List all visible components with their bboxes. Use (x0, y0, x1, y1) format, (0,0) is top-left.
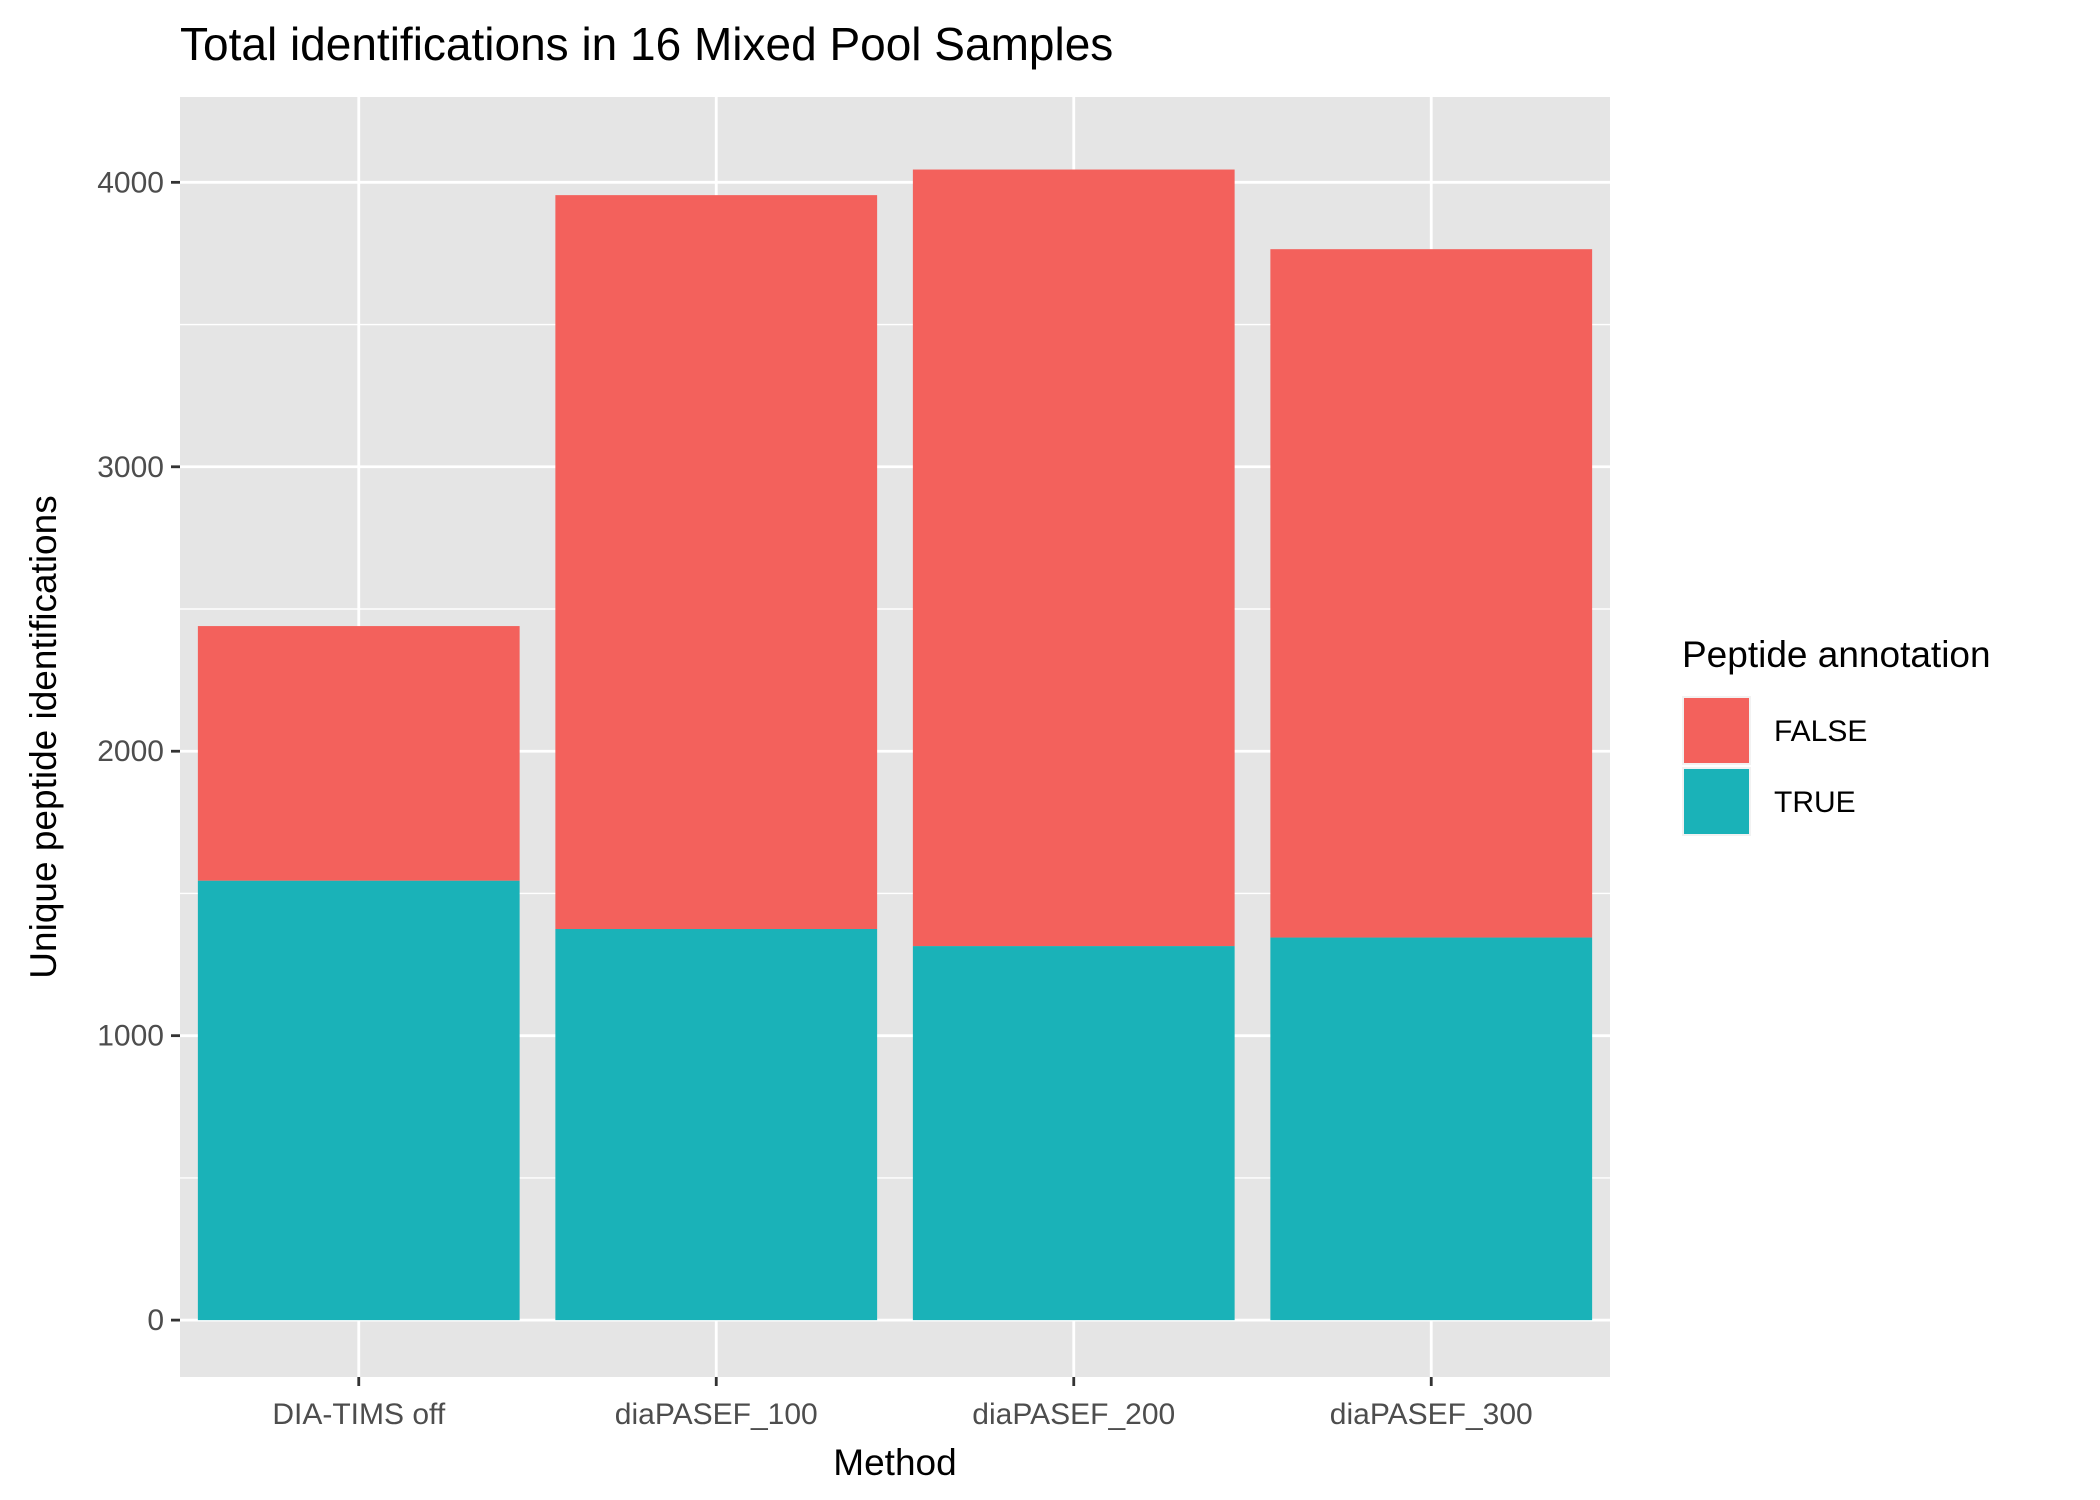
chart-title: Total identifications in 16 Mixed Pool S… (180, 18, 1113, 70)
legend-title: Peptide annotation (1682, 634, 1991, 675)
bars (197, 169, 1593, 1321)
x-tick-label: diaPASEF_300 (1330, 1398, 1533, 1431)
x-tick-label: diaPASEF_100 (615, 1398, 818, 1431)
bar-false-3 (912, 169, 1235, 947)
y-tick-label: 3000 (97, 451, 164, 484)
x-tick-label: diaPASEF_200 (972, 1398, 1175, 1431)
x-tick-label: DIA-TIMS off (272, 1398, 445, 1431)
axes: 0 1000 2000 3000 4000 DIA-TIMS off diaPASEF_10… (97, 166, 1532, 1431)
y-axis-title: Unique peptide identifications (23, 495, 64, 978)
y-tick-label: 4000 (97, 166, 164, 199)
bar-false-4 (1270, 249, 1593, 938)
y-tick-label: 0 (147, 1304, 164, 1337)
x-axis-title: Method (833, 1442, 956, 1483)
legend-swatch-false (1684, 698, 1749, 763)
bar-true-2 (555, 929, 878, 1321)
bar-true-4 (1270, 937, 1593, 1321)
legend-label-true: TRUE (1774, 786, 1856, 819)
legend-swatch-true (1684, 769, 1749, 834)
bar-true-1 (197, 880, 520, 1321)
bar-true-3 (912, 946, 1235, 1321)
legend: Peptide annotation FALSE TRUE (1682, 634, 1991, 836)
legend-label-false: FALSE (1774, 715, 1867, 748)
y-tick-label: 2000 (97, 735, 164, 768)
bar-false-2 (555, 195, 878, 930)
legend-items: FALSE TRUE (1682, 696, 1867, 836)
y-tick-label: 1000 (97, 1020, 164, 1053)
bar-false-1 (197, 626, 520, 881)
